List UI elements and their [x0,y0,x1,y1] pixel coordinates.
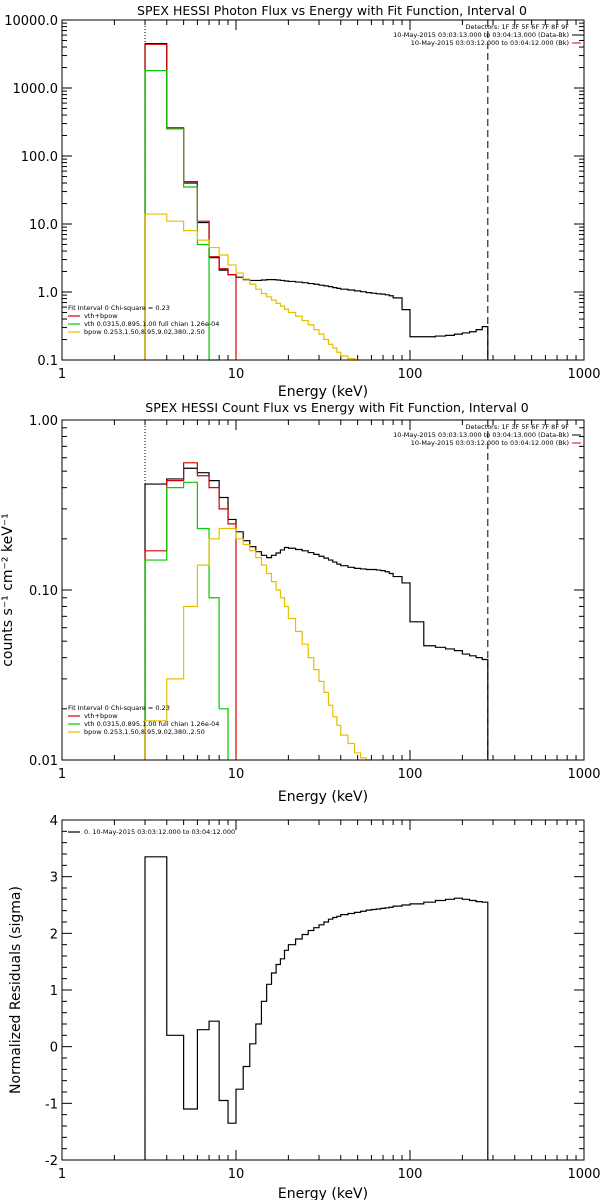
photon-flux-panel: SPEX HESSI Photon Flux vs Energy with Fi… [4,3,600,400]
count-flux-info-line-2: 10-May-2015 03:03:12.000 to 03:04:12.000… [411,439,569,447]
count-flux-x-tick-label: 100 [398,767,423,782]
residuals-panel: 1 10 100 1000 -2 -1 0 1 2 3 4 0. 10-May-2015 03:03:… [8,814,600,1202]
photon-flux-legend-label-3: bpow 0.253,1.50,8.95,9.02,380.,2.50 [84,328,205,336]
photon-flux-marks: 1 10 100 1000 0.1 1.0 10.0 100.0 1000.0 10000.0 De… [4,14,600,382]
count-flux-title: SPEX HESSI Count Flux vs Energy with Fit… [145,400,528,415]
residuals-x-tick-label: 10 [228,1167,245,1182]
photon-flux-legend-label-2: vth 0.0315,0.895,1.00 full chian 1.26e-0… [84,320,219,328]
count-flux-x-tick-label: 1 [58,767,66,782]
photon-flux-title: SPEX HESSI Photon Flux vs Energy with Fi… [137,3,527,18]
residuals-x-tick-label: 1 [58,1167,66,1182]
photon-flux-y-tick-label: 1.0 [37,286,58,301]
count-flux-x-title: Energy (keV) [278,789,368,805]
photon-flux-x-tick-label: 10 [228,367,245,382]
residuals-y-title: Normalized Residuals (sigma) [8,886,24,1094]
residuals-y-tick-label: 0 [50,1041,58,1056]
photon-flux-x-tick-label: 1 [58,367,66,382]
photon-flux-y-tick-label: 1000.0 [13,82,59,97]
residuals-marks: 1 10 100 1000 -2 -1 0 1 2 3 4 0. 10-May-2015 03:03:… [45,814,600,1182]
count-flux-legend-label-3: bpow 0.253,1.50,8.95,9.02,380.,2.50 [84,728,205,736]
count-flux-marks: 1 10 100 1000 0.01 0.10 1.00 Detectors: 1F 3F 5… [29,414,600,782]
count-flux-legend-label-1: vth+bpow [84,712,118,720]
count-flux-x-tick-label: 10 [228,767,245,782]
residuals-y-tick-label: 4 [50,814,58,829]
photon-flux-series-bpow [144,213,361,361]
residuals-y-tick-label: 1 [50,984,58,999]
count-flux-legend-label-2: vth 0.0315,0.895,1.00 full chian 1.26e-0… [84,720,219,728]
photon-flux-info-line-1: 10-May-2015 03:03:13.000 to 03:04:13.000… [393,31,569,39]
photon-flux-info-line-2: 10-May-2015 03:03:12.000 to 03:04:12.000… [411,39,569,47]
photon-flux-y-tick-label: 10.0 [29,218,58,233]
residuals-y-tick-label: 2 [50,927,58,942]
photon-flux-series-vth [144,70,220,361]
residuals-y-tick-label: -2 [45,1154,58,1169]
count-flux-y-title: counts s⁻¹ cm⁻² keV⁻¹ [0,513,16,667]
photon-flux-y-tick-label: 100.0 [21,150,58,165]
photon-flux-y-tick-label: 0.1 [37,354,58,369]
residuals-y-tick-label: -1 [45,1097,58,1112]
photon-flux-x-title: Energy (keV) [278,384,368,400]
residuals-x-tick-label: 1000 [567,1167,600,1182]
count-flux-info-line-1: 10-May-2015 03:03:13.000 to 03:04:13.000… [393,431,569,439]
residuals-y-tick-label: 3 [50,871,58,886]
photon-flux-series-data-bk [144,42,489,360]
photon-flux-info-line-0: Detectors: 1F 3F 5F 6F 7F 8F 9F [466,23,570,31]
count-flux-y-tick-label: 0.10 [29,584,58,599]
count-flux-info-line-0: Detectors: 1F 3F 5F 6F 7F 8F 9F [466,423,570,431]
photon-flux-legend-label-0: Fit Interval 0 Chi-square = 0.23 [68,304,170,312]
photon-flux-y-tick-label: 10000.0 [4,14,58,29]
photon-flux-x-tick-label: 1000 [567,367,600,382]
count-flux-series-vth [144,481,229,760]
residuals-series-0-10-may-2015-03-03-12-000-to-03-04-12-000 [144,856,489,1160]
count-flux-panel: SPEX HESSI Count Flux vs Energy with Fit… [0,400,600,805]
count-flux-y-tick-label: 1.00 [29,414,58,429]
photon-flux-x-tick-label: 100 [398,367,423,382]
residuals-frame [61,819,585,1161]
count-flux-frame [61,419,585,761]
count-flux-x-tick-label: 1000 [567,767,600,782]
residuals-legend-label-0: 0. 10-May-2015 03:03:12.000 to 03:04:12.… [84,828,235,836]
count-flux-legend-label-0: Fit Interval 0 Chi-square = 0.23 [68,704,170,712]
photon-flux-legend-label-1: vth+bpow [84,312,118,320]
count-flux-y-tick-label: 0.01 [29,754,58,769]
count-flux-series-data-bk [144,467,489,760]
residuals-x-tick-label: 100 [398,1167,423,1182]
residuals-x-title: Energy (keV) [278,1186,368,1200]
count-flux-series-bpow [144,527,372,761]
photon-flux-frame [61,19,585,361]
